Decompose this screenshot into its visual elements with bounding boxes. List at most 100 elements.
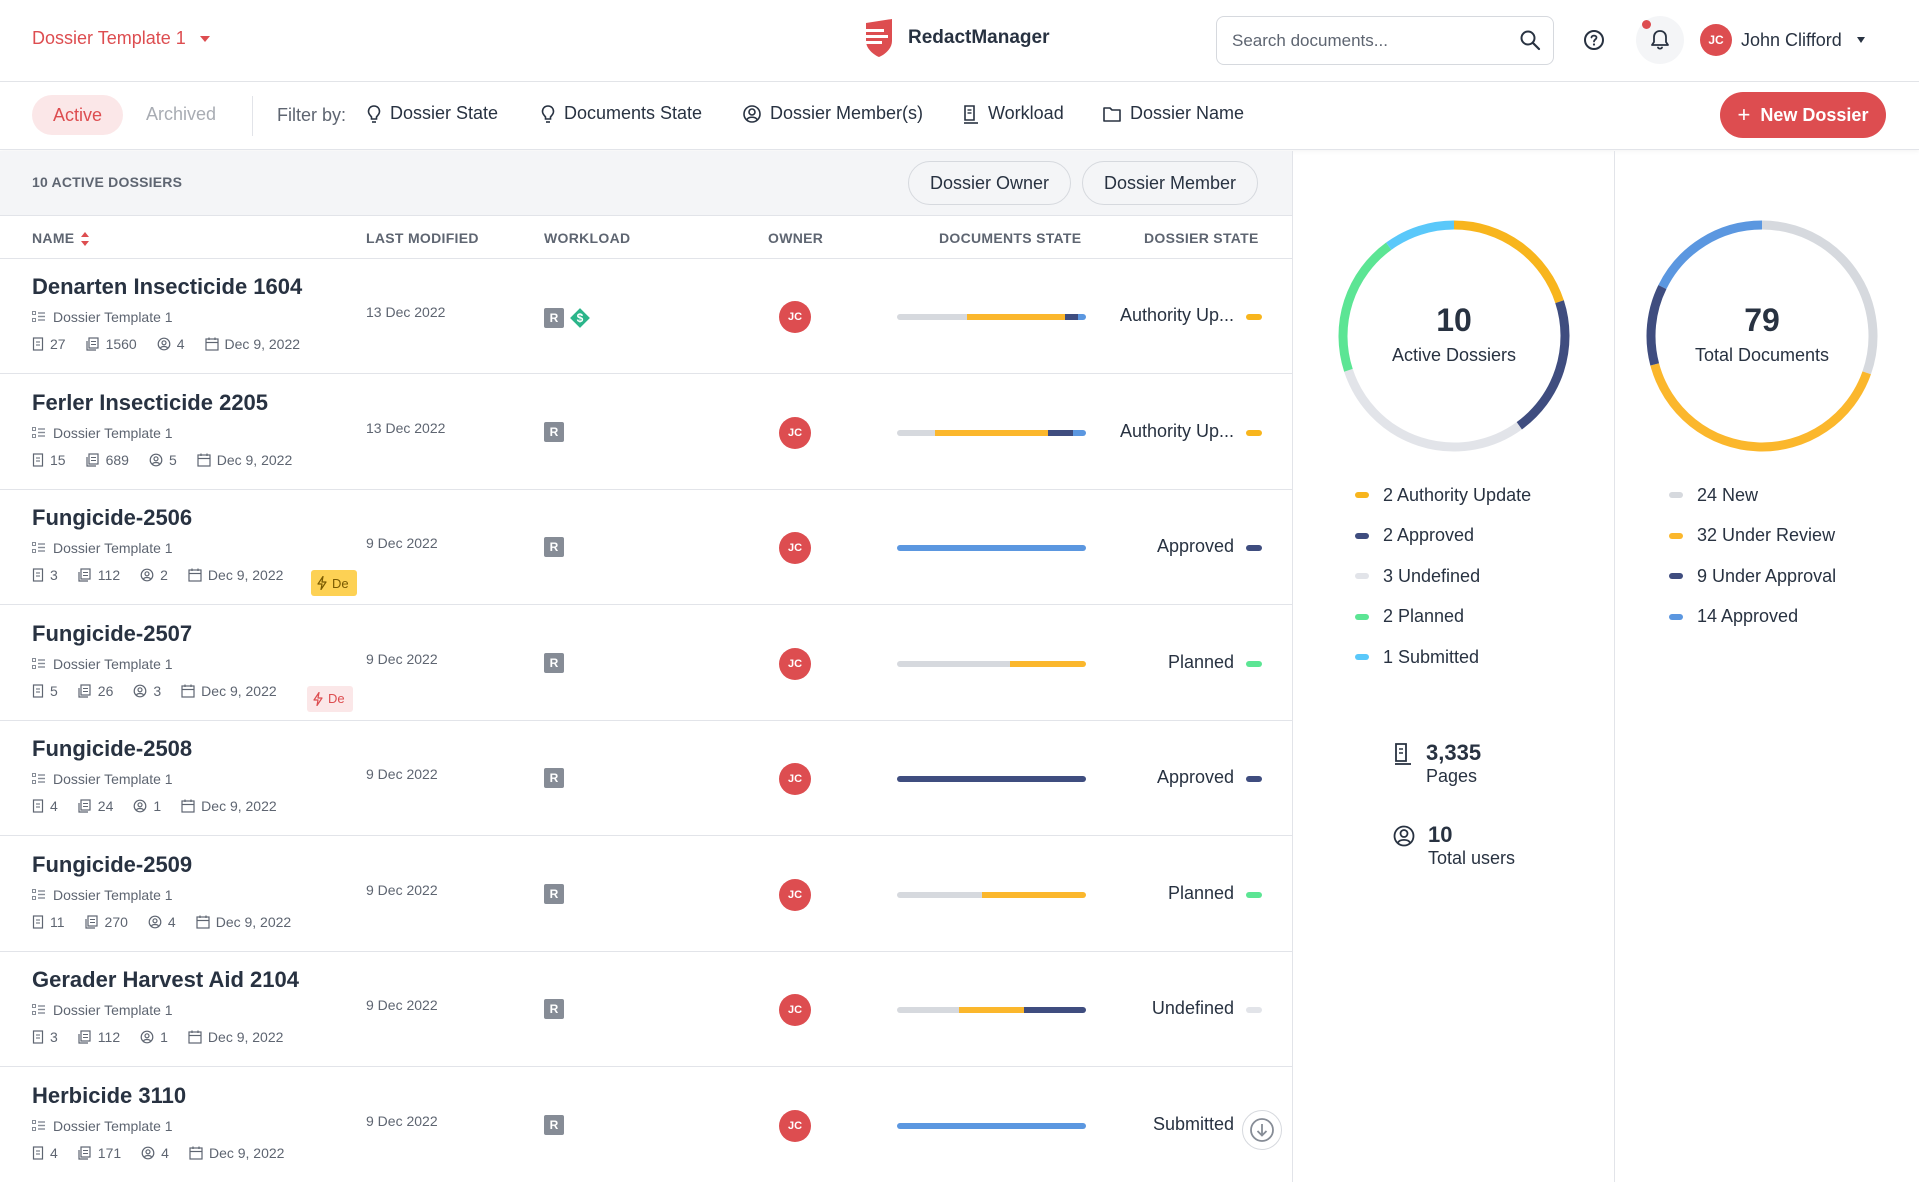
pages-icon (85, 452, 99, 467)
bar-segment (897, 1122, 1086, 1129)
help-icon[interactable] (1580, 26, 1608, 54)
scroll-down-button[interactable] (1242, 1110, 1282, 1150)
users-count: 10 (1428, 822, 1453, 847)
chevron-down-icon (1856, 37, 1865, 43)
documents-count: 3 (32, 567, 58, 583)
table-row[interactable]: Fungicide-2508 Dossier Template 1 4 24 1 Dec … (0, 721, 1292, 836)
calendar-icon (189, 1146, 203, 1160)
created-date-value: Dec 9, 2022 (207, 567, 284, 583)
dossier-template: Dossier Template 1 (32, 1002, 173, 1018)
bar-segment (934, 429, 1049, 436)
filter-dossier-name[interactable]: Dossier Name (1102, 103, 1244, 124)
documents-count-value: 5 (50, 682, 58, 699)
table-row[interactable]: Herbicide 3110 Dossier Template 1 4 171 4 Dec… (0, 1067, 1292, 1182)
tab-active[interactable]: Active (32, 95, 123, 135)
dossier-name[interactable]: Fungicide-2506 (32, 505, 193, 530)
filter-documents-state[interactable]: Documents State (540, 103, 702, 124)
tab-archived[interactable]: Archived (146, 104, 217, 124)
dossier-name[interactable]: Gerader Harvest Aid 2104 (32, 967, 299, 992)
table-row[interactable]: Ferler Insecticide 2205 Dossier Template … (0, 374, 1292, 490)
dossier-name[interactable]: Fungicide-2507 (32, 620, 193, 646)
user-circle-icon (157, 337, 171, 351)
calendar-icon (188, 568, 202, 582)
dossier-state: Authority Up... (1119, 420, 1234, 441)
table-row[interactable]: Fungicide-2506 Dossier Template 1 3 112 2 Dec… (0, 490, 1292, 605)
search-input[interactable] (1232, 17, 1502, 64)
members-count: 2 (140, 567, 168, 583)
user-menu[interactable]: JC John Clifford (1700, 24, 1865, 56)
document-icon (1395, 743, 1411, 765)
column-last-modified[interactable]: LAST MODIFIED (366, 230, 479, 246)
quick-filter-dossier-member[interactable]: Dossier Member (1082, 161, 1258, 205)
divider (1292, 151, 1293, 1182)
search-icon[interactable] (1519, 29, 1541, 51)
members-count-value: 1 (160, 1029, 168, 1045)
total-documents-count: 79 (1744, 302, 1780, 338)
legend-item: 2 Authority Update (1355, 475, 1531, 516)
template-icon (32, 657, 45, 669)
dossier-state-indicator (1246, 1007, 1262, 1013)
filter-dossier-state[interactable]: Dossier State (366, 103, 498, 124)
new-dossier-button[interactable]: + New Dossier (1720, 92, 1886, 138)
notifications-button[interactable] (1636, 16, 1684, 64)
donut-segment (1453, 220, 1564, 304)
notification-dot (1642, 20, 1651, 29)
pages-icon (78, 1145, 91, 1160)
filter-dossier-members[interactable]: Dossier Member(s) (742, 103, 923, 124)
documents-state-bar (897, 545, 1086, 551)
documents-count-value: 11 (50, 913, 65, 930)
documents-count-value: 3 (50, 567, 58, 583)
owner-avatar[interactable]: JC (779, 416, 811, 449)
column-name[interactable]: NAME (32, 230, 90, 247)
dossier-template-label: Dossier Template 1 (53, 1117, 173, 1134)
owner-avatar[interactable]: JC (779, 994, 811, 1026)
owner-avatar[interactable]: JC (779, 301, 811, 333)
sort-icon[interactable] (80, 231, 90, 247)
owner-avatar[interactable]: JC (779, 878, 811, 911)
owner-avatar[interactable]: JC (779, 532, 811, 564)
owner-avatar[interactable]: JC (779, 763, 811, 795)
members-count: 4 (157, 336, 185, 352)
legend-label: 2 Planned (1383, 606, 1465, 627)
filter-workload-label: Workload (988, 103, 1064, 123)
brand[interactable]: RedactManager (862, 19, 1050, 57)
table-row[interactable]: Fungicide-2507 Dossier Template 1 5 26 3 Dec … (0, 605, 1292, 721)
legend-label: 2 Approved (1383, 525, 1475, 546)
pages-count: 24 (78, 798, 113, 814)
owner-avatar[interactable]: JC (779, 647, 811, 680)
dossier-name[interactable]: Denarten Insecticide 1604 (32, 274, 303, 299)
dossier-template-label: Dossier Template 1 (53, 309, 173, 325)
table-row[interactable]: Fungicide-2509 Dossier Template 1 11 270 4 De… (0, 836, 1292, 952)
table-row[interactable]: Gerader Harvest Aid 2104 Dossier Template… (0, 952, 1292, 1067)
quick-filter-dossier-owner[interactable]: Dossier Owner (908, 161, 1071, 205)
last-modified: 13 Dec 2022 (366, 419, 446, 436)
template-select[interactable]: Dossier Template 1 (32, 28, 210, 49)
filter-workload[interactable]: Workload (962, 103, 1064, 124)
deadline-badge: De (311, 570, 357, 596)
new-dossier-label: New Dossier (1760, 104, 1869, 125)
documents-count: 4 (32, 798, 58, 814)
deadline-label: De (328, 691, 345, 706)
dossier-template: Dossier Template 1 (32, 771, 173, 787)
dossier-meta: 5 26 3 Dec 9, 2022 (32, 683, 291, 699)
pages-icon (85, 337, 99, 351)
table-row[interactable]: Denarten Insecticide 1604 Dossier Templat… (0, 259, 1292, 374)
created-date: Dec 9, 2022 (188, 567, 284, 583)
dossier-name[interactable]: Herbicide 3110 (32, 1082, 187, 1108)
active-dossiers-label: Active Dossiers (1391, 345, 1517, 365)
dossier-template: Dossier Template 1 (32, 656, 173, 672)
dossier-template: Dossier Template 1 (32, 309, 173, 325)
dossier-name[interactable]: Ferler Insecticide 2205 (32, 389, 269, 415)
workload-indicators: R (544, 883, 564, 904)
documents-count: 27 (32, 336, 66, 352)
dossier-name[interactable]: Fungicide-2509 (32, 851, 193, 877)
documents-count: 3 (32, 1029, 58, 1045)
owner-avatar[interactable]: JC (779, 1109, 811, 1142)
legend-label: 3 Undefined (1383, 565, 1481, 586)
dossier-meta: 27 1560 4 Dec 9, 2022 (32, 336, 314, 352)
donut-segment (1650, 363, 1871, 452)
filter-bar: Active Archived Filter by: Dossier State… (0, 82, 1919, 150)
arrow-down-circle-icon (1250, 1118, 1274, 1142)
dossier-name[interactable]: Fungicide-2508 (32, 736, 193, 761)
document-icon (32, 683, 44, 698)
